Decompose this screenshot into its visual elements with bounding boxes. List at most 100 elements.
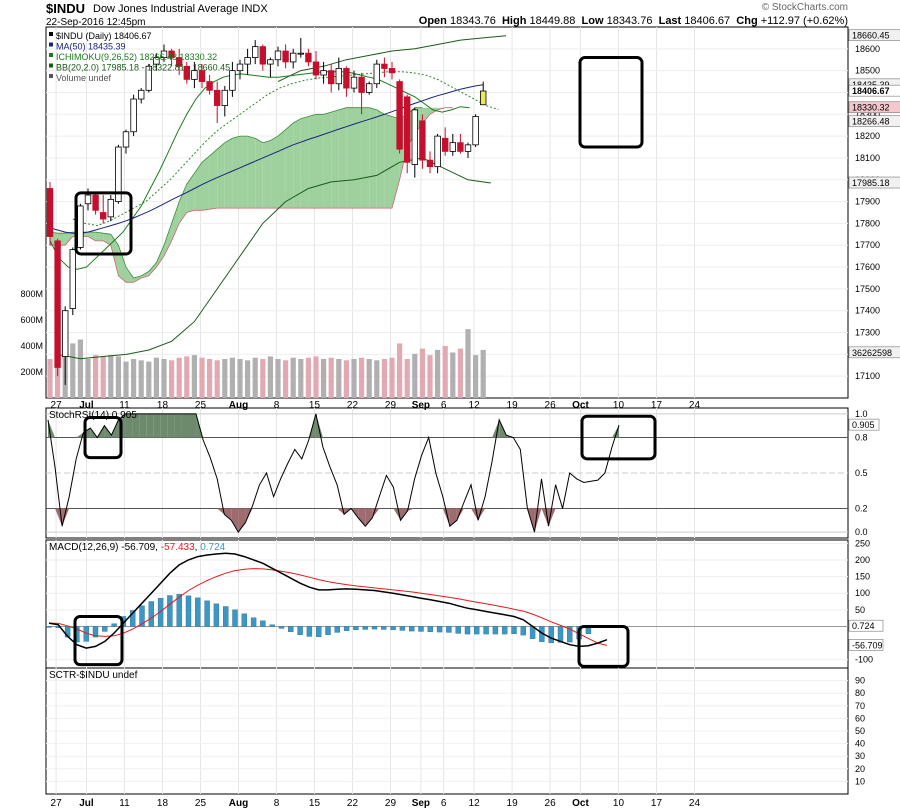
price-tag-label: 18435.39 [852, 80, 890, 90]
volume-axis-label: 200M [20, 367, 43, 377]
x-tick-label-bottom: 25 [195, 798, 207, 809]
volume-axis-label: 800M [20, 289, 43, 299]
volume-bar [115, 356, 121, 398]
candle [381, 63, 388, 69]
x-tick-label: 19 [507, 400, 519, 411]
sctr-title: SCTR-$INDU undef [49, 670, 138, 681]
volume-bar [146, 361, 152, 398]
candle [419, 120, 426, 161]
chart-date: 22-Sep-2016 12:45pm [46, 17, 146, 28]
stoch-oversold-fill [365, 508, 373, 527]
candle [54, 240, 61, 368]
stoch-overbought-fill [132, 413, 140, 438]
candle [282, 50, 289, 63]
x-tick-label-bottom: 18 [157, 798, 169, 809]
macd-tag [848, 619, 884, 632]
macd-histogram-bar [511, 626, 517, 634]
ichimoku-cloud-green [384, 114, 392, 209]
stoch-oversold-fill [407, 508, 415, 511]
ichimoku-cloud-green [308, 114, 316, 209]
ichimoku-cloud-green [217, 142, 225, 209]
volume-bar [450, 352, 456, 398]
macd-title-part: MACD(12,26,9) [49, 542, 121, 553]
candle [305, 52, 312, 63]
sctr-tick-label: 30 [855, 751, 865, 761]
stoch-tick-label: 0.8 [855, 433, 868, 443]
x-tick-label-bottom: Oct [572, 798, 589, 809]
volume-bar [473, 355, 479, 398]
candle [92, 194, 99, 211]
macd-histogram-bar [418, 626, 424, 632]
candle [175, 57, 183, 67]
volume-bar [298, 359, 304, 398]
stoch-oversold-fill [224, 508, 232, 521]
macd-histogram-bar [343, 626, 350, 631]
ichimoku-cloud-green [361, 107, 370, 209]
candle [122, 131, 130, 148]
candle [464, 144, 472, 152]
sctr-tick-label: 90 [855, 676, 865, 686]
ichimoku-cloud-green [323, 112, 332, 209]
volume-bar [404, 359, 410, 398]
stoch-oversold-fill [62, 508, 70, 527]
volume-bar [457, 348, 463, 398]
macd-histogram-bar [455, 626, 461, 634]
macd-histogram-bar [409, 626, 415, 632]
macd-histogram-bar [548, 626, 554, 643]
chart-symbol: $INDU [46, 1, 86, 16]
ichimoku-cloud-green [179, 184, 187, 224]
candle-current [479, 90, 487, 106]
volume-bar [222, 359, 228, 398]
ichimoku-cloud-green [224, 138, 233, 209]
stoch-overbought-fill [139, 413, 147, 438]
x-tick-label-bottom: 19 [507, 798, 519, 809]
stoch-oversold-fill [442, 508, 450, 527]
volume-bar [176, 357, 182, 398]
candle [267, 59, 274, 65]
volume-bar [336, 359, 342, 398]
candle [100, 212, 107, 220]
candle [206, 81, 213, 91]
candle [297, 52, 304, 55]
macd-histogram-bar [371, 626, 378, 630]
x-tick-label-bottom: 24 [689, 798, 701, 809]
price-tag-label: 18406.67 [852, 86, 890, 96]
candle [107, 199, 114, 218]
candle [130, 98, 137, 133]
legend-swatch [49, 42, 53, 47]
candle [244, 57, 251, 65]
ichimoku-span-a [49, 107, 423, 279]
macd-histogram-bar [241, 613, 248, 627]
ichimoku-cloud-green [255, 138, 263, 209]
x-tick-label: 15 [309, 400, 321, 411]
y-tick-label: 17800 [855, 218, 880, 228]
stoch-oversold-fill [337, 508, 345, 515]
x-tick-label-bottom: 6 [441, 798, 447, 809]
macd-tick-label: 150 [855, 572, 870, 582]
annotation-box [580, 414, 657, 461]
macd-tag [848, 638, 884, 651]
candle [160, 50, 168, 58]
volume-bar [237, 359, 243, 398]
candle [358, 76, 365, 93]
ichimoku-cloud-green [247, 136, 256, 209]
macd-histogram-bar [129, 610, 136, 627]
candle [403, 96, 411, 163]
x-tick-label-bottom: Jul [79, 798, 94, 809]
volume-bar [47, 359, 53, 398]
candle [396, 81, 403, 150]
x-tick-label-bottom: Aug [229, 798, 248, 809]
macd-histogram-bar [111, 623, 117, 627]
last-value: 18406.67 [684, 15, 731, 27]
stoch-oversold-fill [534, 508, 542, 533]
x-tick-label: 29 [385, 400, 397, 411]
macd-histogram-bar [92, 626, 99, 638]
macd-histogram-bar [297, 626, 303, 635]
volume-bar [184, 356, 190, 398]
price-summary: Open 18343.76 High 18449.88 Low 18343.76… [419, 15, 848, 27]
y-tick-label: 17500 [855, 284, 880, 294]
macd-histogram-bar [139, 605, 145, 627]
x-tick-label-bottom: 26 [545, 798, 557, 809]
volume-bar [77, 339, 83, 398]
stoch-oversold-fill [372, 508, 380, 518]
